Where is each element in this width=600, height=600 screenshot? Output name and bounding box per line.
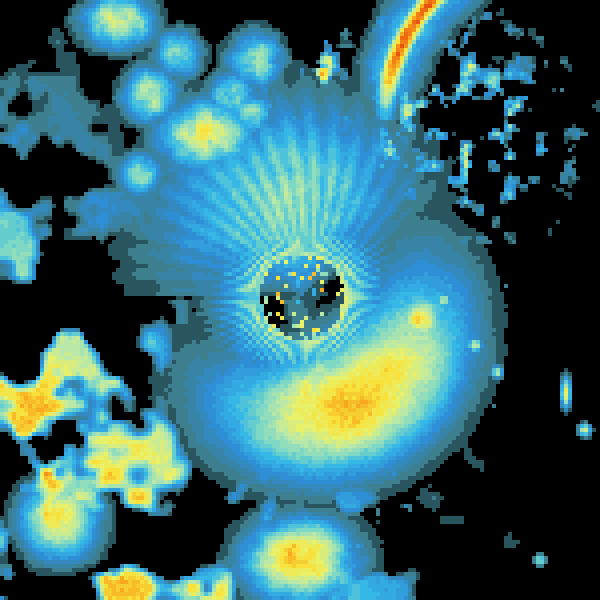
radar-reflectivity-heatmap[interactable] [0,0,600,600]
radar-image-viewport[interactable] [0,0,600,600]
